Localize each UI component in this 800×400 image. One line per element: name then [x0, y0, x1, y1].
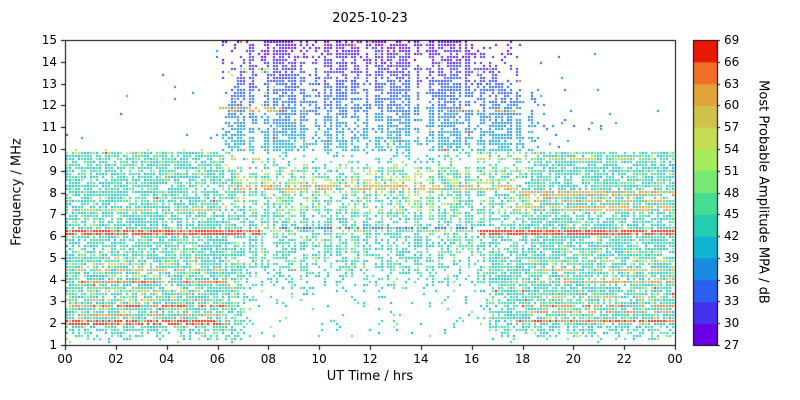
y-axis-label: Frequency / MHz	[9, 138, 25, 246]
chart-title: 2025-10-23	[332, 11, 408, 26]
x-axis-label: UT Time / hrs	[326, 369, 414, 384]
colorbar-label: Most Probable Amplitude MPA / dB	[755, 80, 771, 304]
